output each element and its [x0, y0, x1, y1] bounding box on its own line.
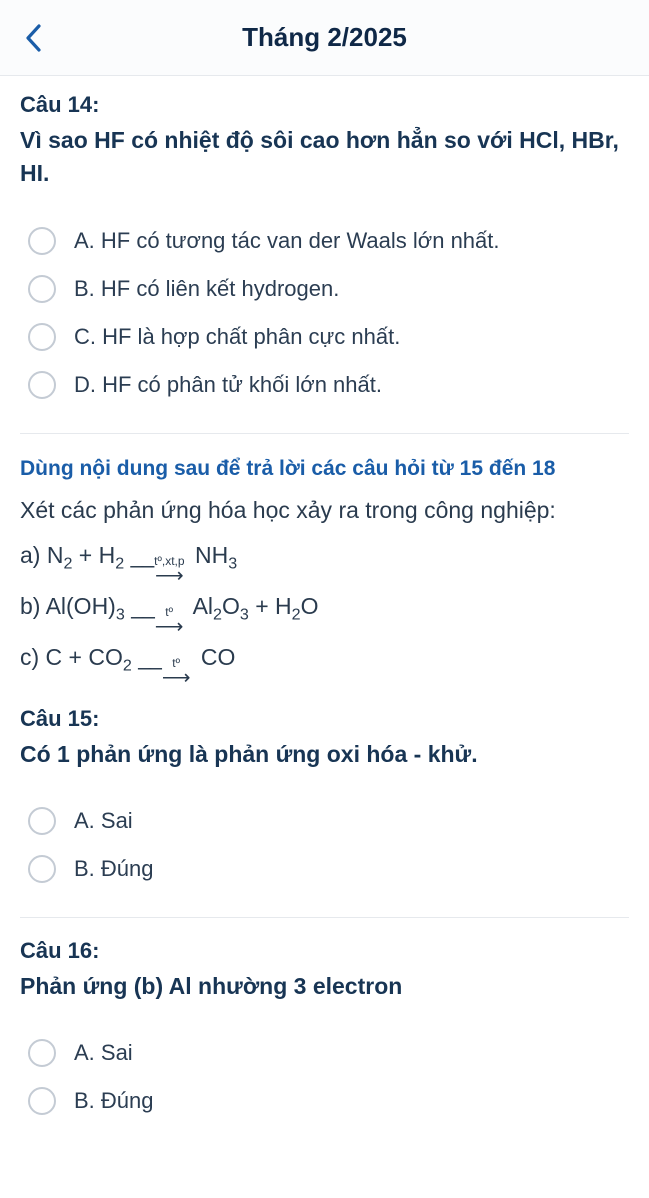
options-list: A. Sai B. Đúng: [20, 1029, 629, 1125]
app-header: Tháng 2/2025: [0, 0, 649, 76]
arrow-icon: ⟶: [155, 617, 184, 637]
question-14: Câu 14: Vì sao HF có nhiệt độ sôi cao hơ…: [20, 92, 629, 409]
chem-text: + H: [249, 593, 292, 619]
reaction-b: b) Al(OH)3 __tº⟶ Al2O3 + H2O: [20, 586, 629, 637]
radio-icon: [28, 855, 56, 883]
question-16: Câu 16: Phản ứng (b) Al nhường 3 electro…: [20, 938, 629, 1125]
option-d[interactable]: D. HF có phân tử khối lớn nhất.: [20, 361, 629, 409]
question-number: Câu 14:: [20, 92, 629, 118]
reaction-a: a) N2 + H2 __tº,xt,p⟶ NH3: [20, 535, 629, 586]
options-list: A. HF có tương tác van der Waals lớn nhấ…: [20, 217, 629, 409]
arrow-icon: ⟶: [162, 668, 191, 688]
reaction-dash: __: [131, 542, 153, 568]
option-b[interactable]: B. HF có liên kết hydrogen.: [20, 265, 629, 313]
passage-intro: Xét các phản ứng hóa học xảy ra trong cô…: [20, 493, 629, 529]
option-label: A. Sai: [74, 1040, 133, 1066]
radio-icon: [28, 1087, 56, 1115]
option-label: B. Đúng: [74, 856, 154, 882]
option-a[interactable]: A. Sai: [20, 1029, 629, 1077]
option-c[interactable]: C. HF là hợp chất phân cực nhất.: [20, 313, 629, 361]
reaction-condition: tº,xt,p⟶: [154, 555, 184, 586]
divider: [20, 917, 629, 918]
radio-icon: [28, 371, 56, 399]
radio-icon: [28, 227, 56, 255]
radio-icon: [28, 275, 56, 303]
option-a[interactable]: A. Sai: [20, 797, 629, 845]
chem-text: O: [301, 593, 319, 619]
chem-text: Al: [193, 593, 213, 619]
chem-text: c) C + CO: [20, 644, 123, 670]
option-label: B. Đúng: [74, 1088, 154, 1114]
question-text: Có 1 phản ứng là phản ứng oxi hóa - khử.: [20, 738, 629, 771]
option-label: A. Sai: [74, 808, 133, 834]
reaction-condition: tº⟶: [155, 606, 184, 637]
option-label: C. HF là hợp chất phân cực nhất.: [74, 324, 400, 350]
option-b[interactable]: B. Đúng: [20, 1077, 629, 1125]
divider: [20, 433, 629, 434]
chem-text: + H: [72, 542, 115, 568]
chem-text: NH: [195, 542, 228, 568]
question-text: Vì sao HF có nhiệt độ sôi cao hơn hẳn so…: [20, 124, 629, 191]
question-15: Câu 15: Có 1 phản ứng là phản ứng oxi hó…: [20, 706, 629, 893]
option-b[interactable]: B. Đúng: [20, 845, 629, 893]
options-list: A. Sai B. Đúng: [20, 797, 629, 893]
radio-icon: [28, 1039, 56, 1067]
question-number: Câu 16:: [20, 938, 629, 964]
chem-text: O: [222, 593, 240, 619]
reaction-dash: __: [138, 644, 160, 670]
question-number: Câu 15:: [20, 706, 629, 732]
option-label: B. HF có liên kết hydrogen.: [74, 276, 339, 302]
reaction-c: c) C + CO2 __tº⟶ CO: [20, 637, 629, 688]
passage-title: Dùng nội dung sau để trả lời các câu hỏi…: [20, 454, 629, 483]
reaction-condition: tº⟶: [162, 657, 191, 688]
radio-icon: [28, 807, 56, 835]
option-label: A. HF có tương tác van der Waals lớn nhấ…: [74, 228, 500, 254]
chem-text: CO: [201, 644, 236, 670]
option-label: D. HF có phân tử khối lớn nhất.: [74, 372, 382, 398]
option-a[interactable]: A. HF có tương tác van der Waals lớn nhấ…: [20, 217, 629, 265]
reaction-dash: __: [131, 593, 153, 619]
arrow-icon: ⟶: [155, 566, 184, 586]
passage-block: Dùng nội dung sau để trả lời các câu hỏi…: [20, 454, 629, 688]
page-title: Tháng 2/2025: [14, 22, 635, 53]
chem-text: a) N: [20, 542, 63, 568]
radio-icon: [28, 323, 56, 351]
content-area: Câu 14: Vì sao HF có nhiệt độ sôi cao hơ…: [0, 76, 649, 1125]
chem-text: b) Al(OH): [20, 593, 116, 619]
question-text: Phản ứng (b) Al nhường 3 electron: [20, 970, 629, 1003]
